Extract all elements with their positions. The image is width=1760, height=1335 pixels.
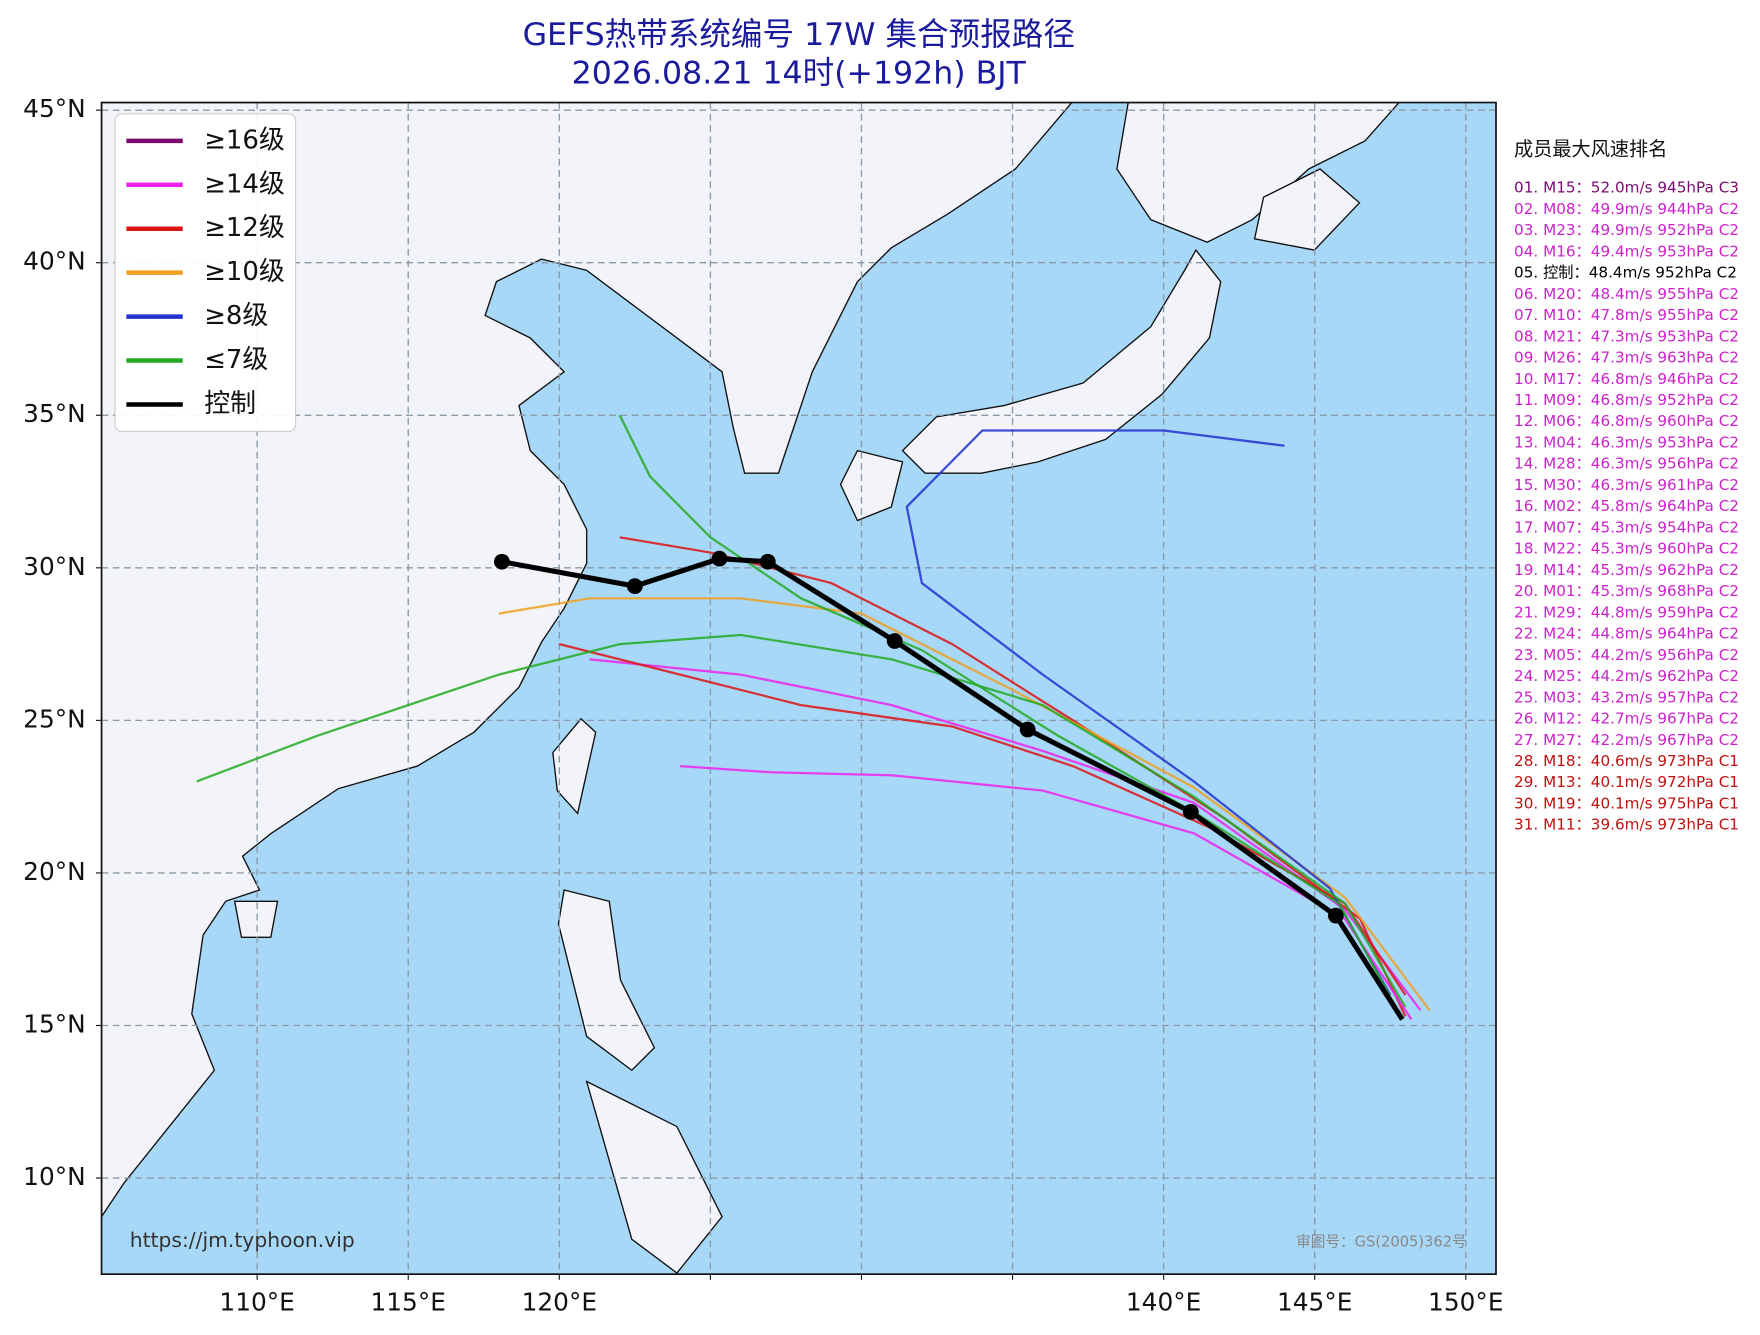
control-point bbox=[494, 553, 510, 570]
ranking-item: 23. M05：44.2m/s 956hPa C2 bbox=[1514, 646, 1739, 664]
control-point bbox=[1019, 721, 1036, 738]
map-area bbox=[101, 102, 1496, 1275]
ranking-item: 21. M29：44.8m/s 959hPa C2 bbox=[1514, 603, 1739, 621]
honshu bbox=[901, 248, 1222, 474]
map-frame bbox=[100, 101, 1497, 1276]
x-tick-label: 140°E bbox=[1126, 1287, 1201, 1316]
legend-label: 控制 bbox=[204, 389, 256, 419]
ranking-item: 26. M12：42.7m/s 967hPa C2 bbox=[1514, 710, 1739, 728]
ranking-item: 04. M16：49.4m/s 953hPa C2 bbox=[1514, 242, 1739, 260]
ranking-item: 10. M17：46.8m/s 946hPa C2 bbox=[1514, 370, 1739, 388]
ranking-item: 24. M25：44.2m/s 962hPa C2 bbox=[1514, 667, 1739, 685]
y-tick-label: 35°N bbox=[23, 399, 86, 428]
member-track bbox=[618, 414, 1401, 1014]
ranking-item: 14. M28：46.3m/s 956hPa C2 bbox=[1514, 455, 1739, 473]
control-point bbox=[886, 633, 903, 649]
ranking-item: 12. M06：46.8m/s 960hPa C2 bbox=[1514, 412, 1739, 430]
legend-label: ≥16级 bbox=[204, 125, 285, 155]
x-tick-label: 120°E bbox=[522, 1287, 597, 1316]
ranking: 01. M15：52.0m/s 945hPa C3 02. M08：49.9m/s… bbox=[1514, 179, 1739, 834]
x-tick-label: 115°E bbox=[370, 1287, 445, 1316]
ranking-item: 09. M26：47.3m/s 963hPa C2 bbox=[1514, 349, 1739, 367]
tracks bbox=[196, 414, 1431, 1021]
ranking-item: 15. M30：46.3m/s 961hPa C2 bbox=[1514, 476, 1739, 494]
ranking-item: 31. M11：39.6m/s 973hPa C1 bbox=[1514, 816, 1739, 834]
ranking-item: 03. M23：49.9m/s 952hPa C2 bbox=[1514, 221, 1739, 239]
kyushu bbox=[839, 449, 904, 522]
russia-far-east bbox=[1116, 102, 1400, 243]
subtitle: 2026.08.21 14时(+192h) BJT bbox=[572, 55, 1027, 91]
ranking-item: 01. M15：52.0m/s 945hPa C3 bbox=[1514, 179, 1739, 197]
ranking-item: 22. M24：44.8m/s 964hPa C2 bbox=[1514, 625, 1739, 643]
ranking-item: 16. M02：45.8m/s 964hPa C2 bbox=[1514, 497, 1739, 515]
ranking-title: 成员最大风速排名 bbox=[1514, 137, 1667, 160]
member-track bbox=[680, 765, 1413, 1021]
title: GEFS热带系统编号 17W 集合预报路径 bbox=[523, 17, 1075, 53]
legend-label: ≥10级 bbox=[204, 257, 285, 287]
ranking-item: 20. M01：45.3m/s 968hPa C2 bbox=[1514, 582, 1739, 600]
control-point bbox=[1327, 907, 1344, 924]
legend-label: ≥8级 bbox=[204, 301, 268, 331]
ranking-item: 05. 控制：48.4m/s 952hPa C2 bbox=[1514, 264, 1737, 282]
approval-number: 审图号：GS(2005)362号 bbox=[1296, 1234, 1467, 1251]
ranking-item: 29. M13：40.1m/s 972hPa C1 bbox=[1514, 773, 1739, 791]
mainland bbox=[101, 102, 1073, 1218]
ranking-item: 08. M21：47.3m/s 953hPa C2 bbox=[1514, 327, 1739, 345]
ranking-item: 02. M08：49.9m/s 944hPa C2 bbox=[1514, 200, 1739, 218]
ranking-item: 25. M03：43.2m/s 957hPa C2 bbox=[1514, 688, 1739, 706]
axes: 110°E 115°E 120°E 140°E 145°E 150°E 45°N 40°N 35… bbox=[23, 94, 1503, 1316]
y-tick-label: 25°N bbox=[23, 704, 86, 733]
x-tick-label: 150°E bbox=[1428, 1287, 1503, 1316]
member-track bbox=[905, 429, 1392, 996]
ranking-item: 17. M07：45.3m/s 954hPa C2 bbox=[1514, 518, 1739, 536]
legend-label: ≤7级 bbox=[204, 345, 268, 375]
control-point bbox=[1182, 804, 1199, 820]
y-tick-label: 40°N bbox=[23, 247, 86, 276]
ranking-item: 13. M04：46.3m/s 953hPa C2 bbox=[1514, 433, 1739, 451]
legend-box bbox=[114, 113, 297, 433]
ranking-item: 11. M09：46.8m/s 952hPa C2 bbox=[1514, 391, 1739, 409]
legend-label: ≥14级 bbox=[204, 169, 285, 199]
hainan bbox=[233, 900, 279, 938]
x-tick-label: 145°E bbox=[1277, 1287, 1352, 1316]
ranking-item: 18. M22：45.3m/s 960hPa C2 bbox=[1514, 540, 1739, 558]
ranking-item: 30. M19：40.1m/s 975hPa C1 bbox=[1514, 794, 1739, 812]
control-point bbox=[711, 550, 728, 567]
y-tick-label: 10°N bbox=[23, 1162, 86, 1191]
y-tick-label: 45°N bbox=[23, 94, 86, 123]
y-tick-label: 30°N bbox=[23, 552, 86, 581]
ranking-item: 28. M18：40.6m/s 973hPa C1 bbox=[1514, 752, 1739, 770]
legend-label: ≥12级 bbox=[204, 213, 285, 243]
ranking-item: 19. M14：45.3m/s 962hPa C2 bbox=[1514, 561, 1739, 579]
ranking-item: 07. M10：47.8m/s 955hPa C2 bbox=[1514, 306, 1739, 324]
luzon bbox=[557, 889, 656, 1072]
member-track bbox=[589, 658, 1422, 1011]
ranking-item: 27. M27：42.2m/s 967hPa C2 bbox=[1514, 731, 1739, 749]
ranking-item: 06. M20：48.4m/s 955hPa C2 bbox=[1514, 285, 1739, 303]
y-tick-label: 20°N bbox=[23, 857, 86, 886]
x-tick-label: 110°E bbox=[219, 1287, 294, 1316]
hokkaido bbox=[1253, 168, 1361, 251]
control-point bbox=[626, 578, 643, 595]
control-point bbox=[759, 553, 776, 570]
source-url: https://jm.typhoon.vip bbox=[130, 1228, 355, 1252]
taiwan bbox=[552, 717, 597, 815]
member-track bbox=[196, 633, 1407, 1008]
philippines-south bbox=[585, 1080, 723, 1274]
y-tick-label: 15°N bbox=[23, 1010, 86, 1039]
